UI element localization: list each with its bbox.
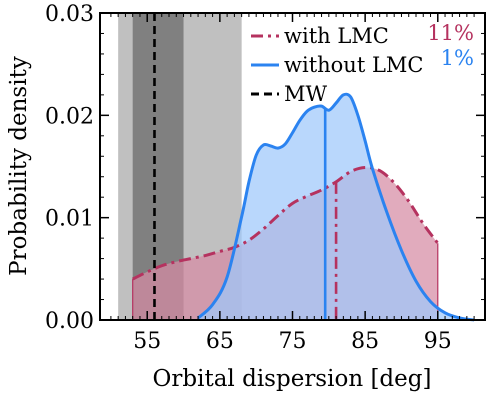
legend-label-mw: MW: [284, 82, 328, 106]
x-tick-label-65: 65: [206, 329, 234, 354]
x-tick-label-75: 75: [279, 329, 307, 354]
x-axis-label: Orbital dispersion [deg]: [153, 366, 432, 392]
y-tick-label-2: 0.02: [45, 104, 94, 129]
legend-label-with-lmc: with LMC: [284, 24, 389, 48]
y-axis-label: Probability density: [6, 56, 32, 276]
x-tick-label-55: 55: [133, 329, 161, 354]
legend: with LMC without LMC MW: [251, 24, 423, 106]
legend-label-without-lmc: without LMC: [284, 53, 423, 77]
axis-ticks: 55 65 75 85 95 0.00 0.01 0.02 0.03: [45, 2, 485, 354]
line-with-lmc: [132, 165, 439, 281]
percent-label-with-lmc: 11%: [427, 21, 474, 45]
median-lines: [323, 108, 338, 320]
line-without-lmc: [197, 92, 475, 322]
y-tick-label-1: 0.01: [45, 207, 94, 232]
y-tick-label-3: 0.03: [45, 2, 94, 27]
y-tick-label-0: 0.00: [45, 309, 94, 334]
percent-labels: 11%1%: [427, 21, 474, 70]
x-tick-label-85: 85: [351, 329, 379, 354]
percent-label-without-lmc: 1%: [441, 46, 474, 70]
x-tick-label-95: 95: [424, 329, 452, 354]
